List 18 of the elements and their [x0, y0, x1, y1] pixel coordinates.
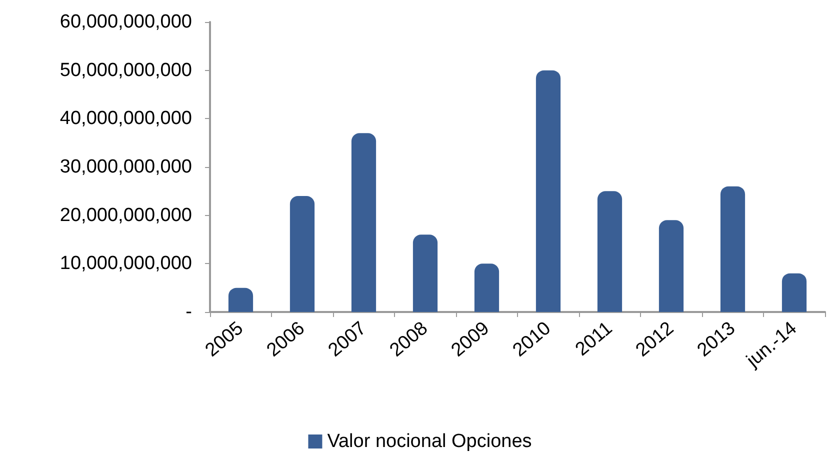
y-tick-label: 20,000,000,000 [60, 204, 192, 226]
y-tick-label: 60,000,000,000 [60, 12, 192, 32]
bar [536, 70, 561, 312]
y-tick-label: 30,000,000,000 [60, 156, 192, 178]
bar [658, 220, 684, 312]
y-tick-label: 50,000,000,000 [60, 60, 192, 81]
legend-label: Valor nocional Opciones [327, 431, 532, 452]
bar [720, 186, 746, 312]
y-tick-label: 40,000,000,000 [60, 108, 192, 130]
bar [412, 234, 438, 312]
bar [474, 264, 500, 312]
bar [351, 133, 376, 312]
bar [597, 191, 622, 312]
y-tick-label: - [186, 302, 192, 322]
bar [290, 196, 315, 312]
y-tick-label: 10,000,000,000 [60, 253, 192, 274]
bar [228, 288, 254, 312]
bar [782, 273, 807, 312]
